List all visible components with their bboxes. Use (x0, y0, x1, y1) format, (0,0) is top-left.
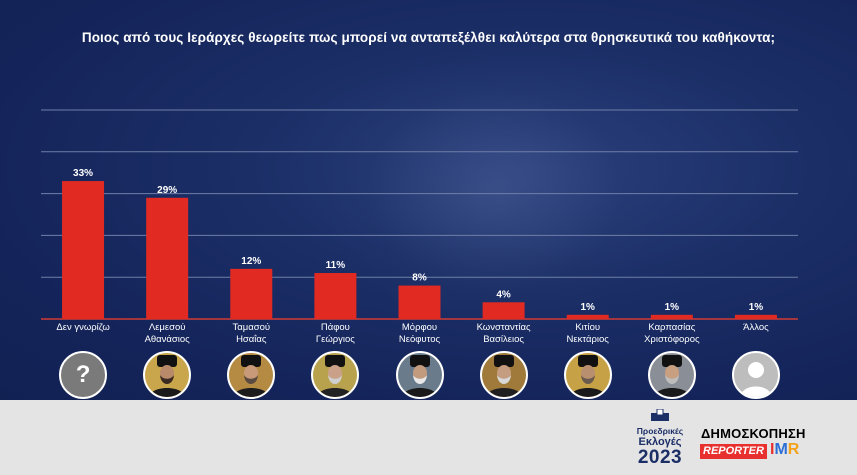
portrait-icon (229, 353, 274, 397)
category-label: Νεκτάριος (567, 334, 610, 345)
bar (398, 285, 441, 319)
hierarch-portrait (563, 351, 612, 399)
background-photo (330, 60, 660, 320)
data-label: 4% (496, 289, 511, 300)
hierarch-portrait (227, 351, 276, 399)
hierarch-portrait (647, 351, 696, 399)
hierarch-portrait (143, 351, 192, 399)
blank-person-avatar (731, 351, 780, 399)
data-label: 1% (749, 302, 764, 313)
imr-letter-m: M (774, 441, 788, 458)
category-label: Λεμεσού (149, 322, 186, 333)
background-panel (0, 0, 857, 400)
data-label: 8% (412, 273, 427, 284)
category-label: Γεώργιος (316, 334, 355, 345)
reporter-logo: REPORTER (700, 444, 767, 459)
category-label: Μόρφου (402, 322, 437, 333)
data-label: 11% (326, 260, 346, 271)
category-label: Αθανάσιος (145, 334, 191, 345)
portrait-icon (397, 353, 442, 397)
category-label: Δεν γνωρίζω (56, 322, 110, 333)
portrait-icon (313, 353, 358, 397)
election-line1: Προεδρικές (636, 426, 684, 436)
portrait-icon (565, 353, 610, 397)
imr-logo: IMR (770, 441, 799, 459)
category-label: Άλλος (743, 322, 769, 333)
bar (230, 268, 273, 319)
imr-letter-r: R (787, 441, 800, 458)
hierarch-portrait (395, 351, 444, 399)
category-label: Βασίλειος (483, 334, 524, 345)
hierarch-portrait (479, 351, 528, 399)
category-label: Νεόφυτος (399, 334, 441, 345)
election-logo: Προεδρικές Εκλογές 2023 (627, 408, 693, 468)
portrait-icon (481, 353, 526, 397)
unknown-avatar: ? (59, 351, 108, 399)
category-label: Πάφου (321, 322, 350, 333)
bar (566, 314, 609, 319)
question-mark-icon: ? (75, 361, 91, 388)
hierarch-portrait (311, 351, 360, 399)
data-label: 33% (73, 168, 93, 179)
data-label: 29% (157, 185, 177, 196)
bar (314, 273, 357, 319)
poll-label: ΔΗΜΟΣΚΟΠΗΣΗ (701, 426, 806, 441)
category-label: Κωνσταντίας (477, 322, 531, 333)
portrait-icon (145, 353, 190, 397)
bar (146, 197, 189, 319)
category-label: Χριστόφορος (644, 334, 700, 345)
category-label: Κιτίου (575, 322, 600, 333)
bar (482, 302, 525, 319)
category-label: Καρπασίας (648, 322, 695, 333)
category-label: Ταμασού (232, 322, 270, 333)
person-silhouette-icon (739, 362, 772, 397)
category-label: Ησαΐας (236, 334, 267, 345)
data-label: 1% (665, 302, 680, 313)
imr-letter-i: I (770, 441, 775, 458)
footer-bar (0, 400, 857, 475)
bar (734, 314, 777, 319)
portrait-icon (649, 353, 694, 397)
data-label: 1% (580, 302, 595, 313)
bar (62, 181, 105, 319)
bar (650, 314, 693, 319)
chart-title: Ποιος από τους Ιεράρχες θεωρείτε πως μπο… (81, 30, 776, 45)
election-line2: Εκλογές (638, 436, 682, 448)
ballot-box-icon (651, 408, 669, 421)
election-year: 2023 (637, 447, 683, 468)
data-label: 12% (241, 256, 261, 267)
